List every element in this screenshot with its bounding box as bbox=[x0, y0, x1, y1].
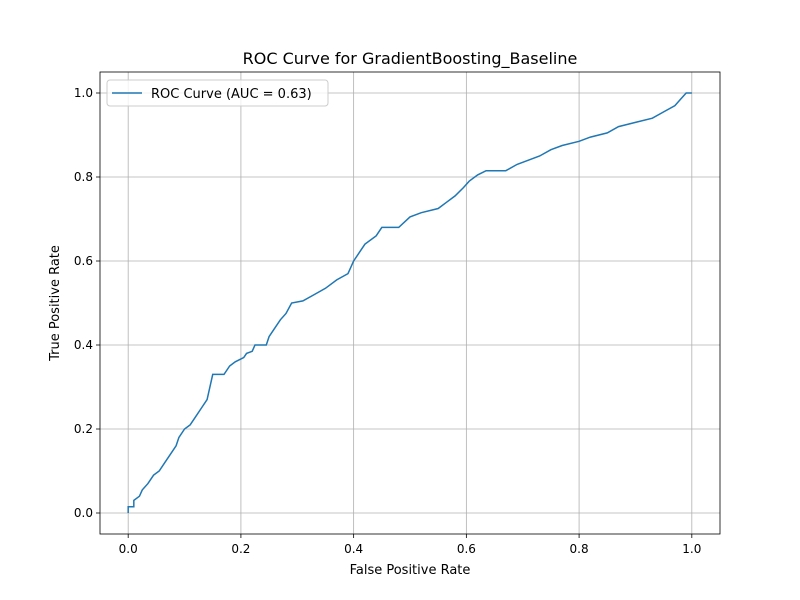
y-tick-label: 0.4 bbox=[74, 338, 93, 352]
legend-label: ROC Curve (AUC = 0.63) bbox=[151, 87, 312, 102]
y-axis-label: True Positive Rate bbox=[48, 245, 63, 362]
chart-title: ROC Curve for GradientBoosting_Baseline bbox=[243, 49, 578, 69]
x-tick-label: 0.4 bbox=[344, 542, 363, 556]
x-tick-label: 1.0 bbox=[682, 542, 701, 556]
y-tick-label: 0.8 bbox=[74, 170, 93, 184]
x-tick-label: 0.0 bbox=[119, 542, 138, 556]
x-tick-label: 0.6 bbox=[457, 542, 476, 556]
plot-frame bbox=[99, 71, 721, 535]
x-axis-label: False Positive Rate bbox=[350, 563, 471, 578]
x-tick-label: 0.2 bbox=[231, 542, 250, 556]
y-tick-label: 0.6 bbox=[74, 254, 93, 268]
y-tick-label: 0.2 bbox=[74, 422, 93, 436]
roc-line bbox=[127, 92, 692, 513]
legend-box bbox=[106, 79, 329, 107]
y-tick-label: 1.0 bbox=[74, 86, 93, 100]
y-tick-label: 0.0 bbox=[74, 506, 93, 520]
x-tick-label: 0.8 bbox=[570, 542, 589, 556]
